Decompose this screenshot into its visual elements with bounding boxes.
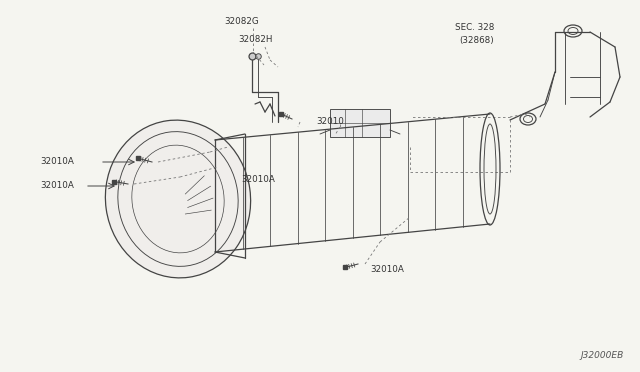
Text: 32082G: 32082G: [224, 17, 259, 26]
Text: 32010A: 32010A: [40, 182, 74, 190]
Text: SEC. 328: SEC. 328: [455, 23, 494, 32]
Text: 32010A: 32010A: [370, 264, 404, 273]
Text: 32010: 32010: [316, 116, 344, 125]
Text: (32868): (32868): [459, 36, 493, 45]
Text: 32010A: 32010A: [241, 174, 275, 183]
Bar: [330, 109, 390, 137]
Text: 32082H: 32082H: [238, 35, 273, 44]
Text: J32000EB: J32000EB: [580, 351, 624, 360]
Ellipse shape: [106, 120, 251, 278]
Text: 32010A: 32010A: [40, 157, 74, 167]
